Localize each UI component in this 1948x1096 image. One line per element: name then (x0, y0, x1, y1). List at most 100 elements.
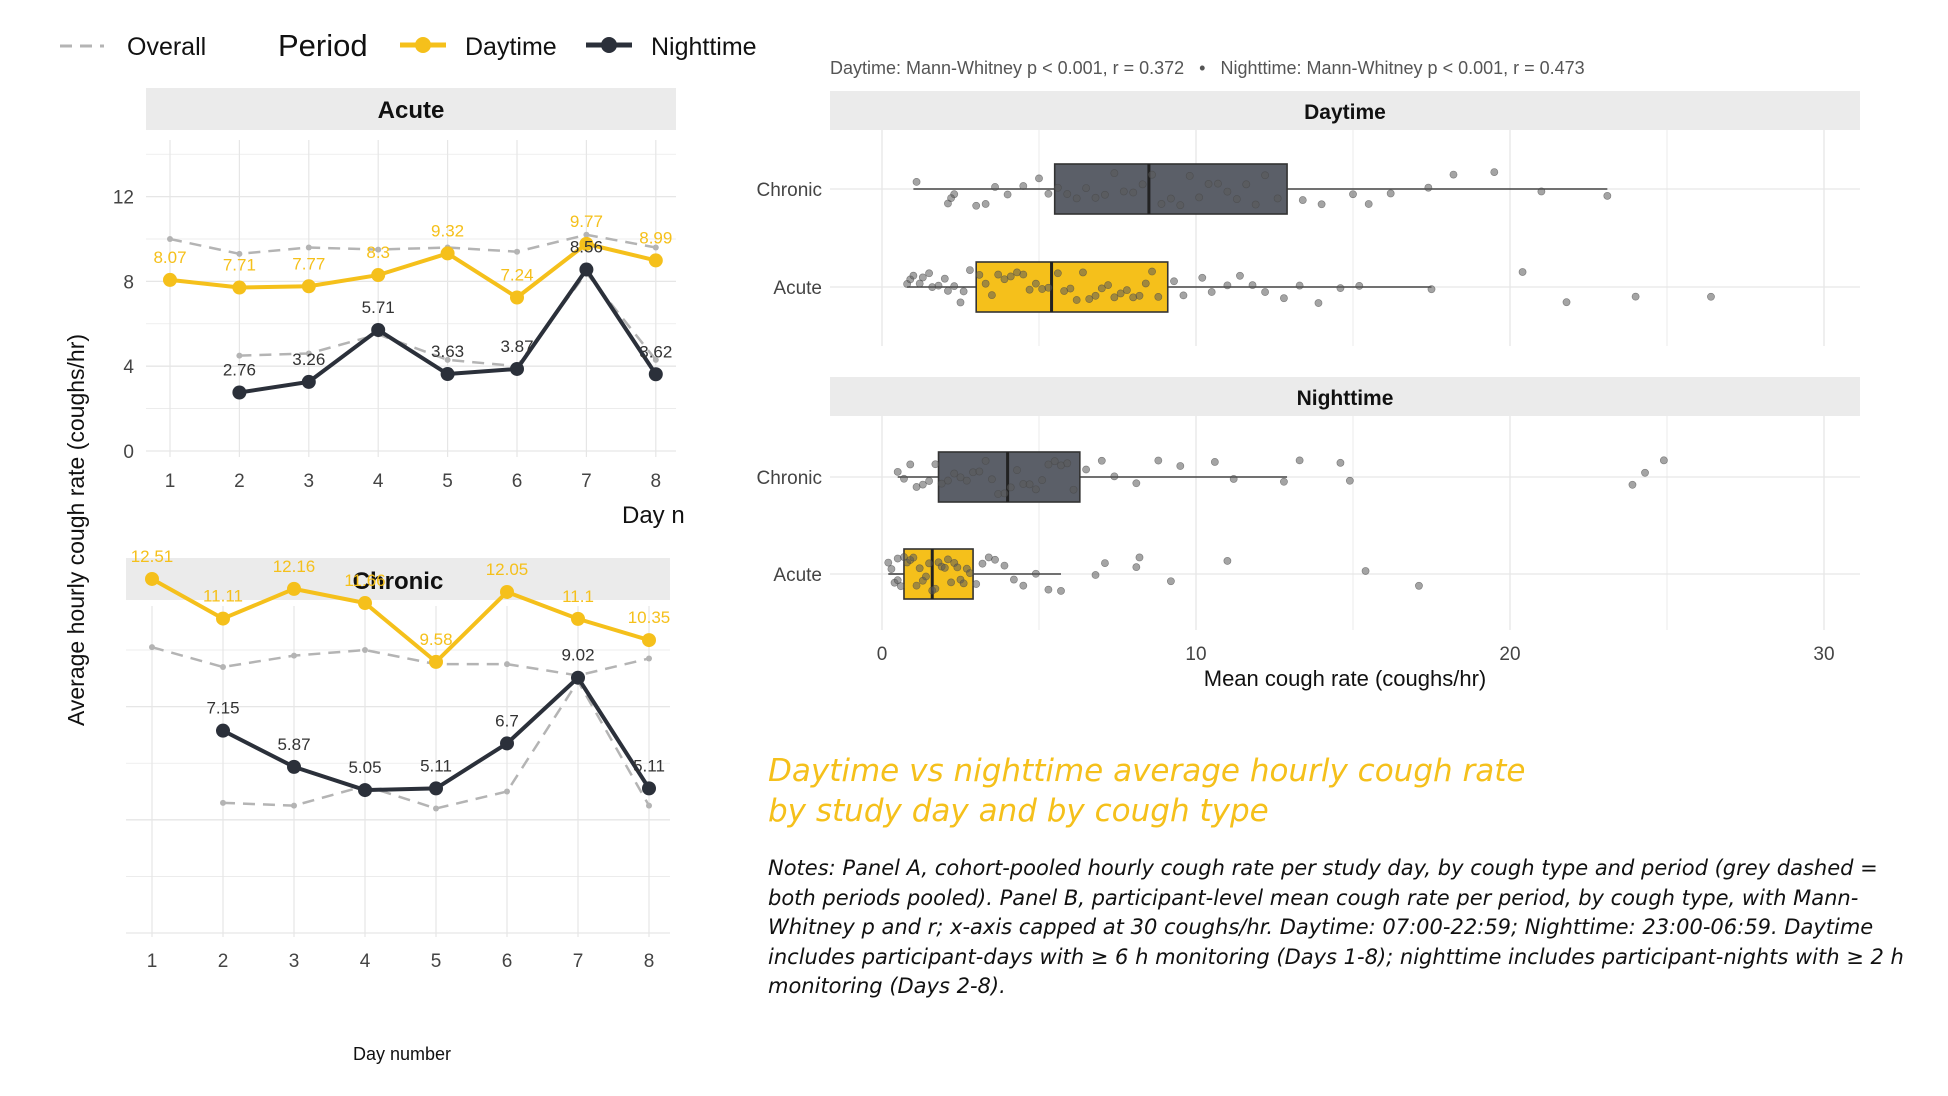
daytime-point (579, 236, 594, 251)
x-tick-label: 6 (502, 951, 513, 972)
box-stats-text: Daytime: Mann-Whitney p < 0.001, r = 0.3… (830, 58, 1585, 78)
nighttime-point (642, 781, 656, 796)
daytime-data-label: 12.16 (273, 557, 316, 576)
box-jitter-point (909, 271, 918, 280)
daytime-point (301, 279, 316, 294)
box-jitter-point (1236, 271, 1244, 280)
daytime-data-label: 9.58 (419, 630, 452, 649)
daytime-data-label: 8.07 (153, 248, 186, 267)
overall-point (504, 788, 510, 795)
box-jitter-point (1082, 465, 1090, 474)
legend: Overall Period Daytime Nighttime (60, 28, 757, 63)
nighttime-data-label: 3.87 (500, 337, 533, 356)
x-tick-label: 6 (512, 471, 523, 492)
box-daytime-strip (830, 91, 1860, 130)
box-jitter-point (918, 480, 927, 489)
box-jitter-point (959, 287, 968, 296)
box-jitter-point (972, 201, 981, 210)
nighttime-data-label: 7.15 (206, 699, 239, 718)
box-jitter-point (1176, 462, 1185, 470)
figure-subtitle: Daytime vs nighttime average hourly coug… (768, 753, 1526, 829)
daytime-data-label: 9.32 (431, 221, 464, 240)
chronic-x-axis-label: Day number (353, 1044, 451, 1064)
overall-point (305, 350, 312, 357)
box-jitter-point (1031, 569, 1040, 578)
box-jitter-point (1038, 285, 1047, 293)
box-jitter-point (925, 559, 933, 568)
box-jitter-point (893, 554, 902, 563)
box-jitter-point (1361, 567, 1370, 575)
box-jitter-point (1280, 294, 1288, 303)
box-jitter-point (940, 274, 949, 283)
box-jitter-point (1242, 180, 1251, 189)
box-jitter-point (931, 584, 940, 593)
box-jitter-point (912, 177, 921, 186)
box-jitter-point (1251, 200, 1260, 209)
line-y-axis-label: Average hourly cough rate (coughs/hr) (63, 334, 89, 726)
box-jitter-point (1110, 169, 1119, 178)
box-jitter-point (1518, 268, 1527, 276)
box-jitter-point (1044, 585, 1053, 594)
box-jitter-point (981, 457, 990, 465)
x-tick-label: 8 (651, 471, 662, 492)
box-jitter-point (887, 565, 896, 573)
box-jitter-point (1006, 272, 1015, 281)
daytime-data-label: 7.24 (500, 266, 533, 285)
overall-point (291, 652, 297, 659)
daytime-point (287, 581, 301, 596)
box-jitter-point (1132, 563, 1141, 572)
box-jitter-point (1336, 284, 1345, 293)
overall-point (167, 236, 173, 242)
box-jitter-point (1057, 587, 1065, 595)
box-jitter-point (1085, 295, 1094, 303)
nighttime-point (371, 322, 386, 337)
box-jitter-point (1119, 187, 1128, 196)
box-jitter-point (1415, 581, 1423, 590)
nighttime-point (500, 736, 514, 751)
box-jitter-point (1019, 270, 1028, 279)
figure-notes: Notes: Panel A, cohort-pooled hourly cou… (768, 856, 1904, 998)
box-iqr (1053, 163, 1288, 215)
box-jitter-point (959, 579, 968, 588)
box-jitter-point (1449, 170, 1458, 179)
box-jitter-point (1019, 182, 1028, 190)
box-jitter-point (1044, 283, 1053, 292)
box-jitter-point (1364, 200, 1373, 208)
box-jitter-point (947, 578, 955, 587)
box-jitter-point (1009, 575, 1018, 584)
overall-point (514, 248, 520, 255)
overall-point (149, 644, 155, 651)
legend-nighttime-marker (601, 37, 617, 53)
box-nighttime-strip (830, 377, 1860, 416)
box-jitter-point (1104, 281, 1112, 290)
box-jitter-point (1025, 480, 1034, 489)
box-jitter-point (1116, 289, 1125, 298)
daytime-point (145, 571, 159, 586)
overall-point (305, 244, 312, 251)
overall-point (652, 244, 659, 251)
y-tick-label: 4 (123, 357, 134, 378)
box-jitter-point (994, 270, 1003, 279)
x-tick-label: 5 (431, 951, 442, 972)
box-jitter-point (1295, 281, 1304, 290)
nighttime-point (358, 783, 372, 798)
box-jitter-point (1223, 281, 1232, 290)
box-jitter-point (1141, 279, 1150, 288)
nighttime-data-label: 3.63 (431, 342, 464, 361)
nighttime-data-label: 5.11 (420, 756, 452, 775)
box-jitter-point (1135, 291, 1144, 300)
legend-nighttime-label: Nighttime (651, 33, 757, 61)
overall-point (362, 647, 368, 653)
box-jitter-point (1349, 190, 1357, 199)
box-jitter-point (956, 473, 965, 482)
daytime-data-label: 8.99 (639, 228, 672, 247)
box-jitter-point (1138, 180, 1147, 189)
box-jitter-point (1101, 559, 1109, 567)
box-jitter-point (950, 469, 959, 478)
box-jitter-point (1261, 171, 1269, 180)
box-jitter-point (1110, 293, 1119, 302)
box-jitter-point (1000, 561, 1009, 570)
daytime-point (371, 268, 386, 283)
box-jitter-point (925, 269, 933, 278)
